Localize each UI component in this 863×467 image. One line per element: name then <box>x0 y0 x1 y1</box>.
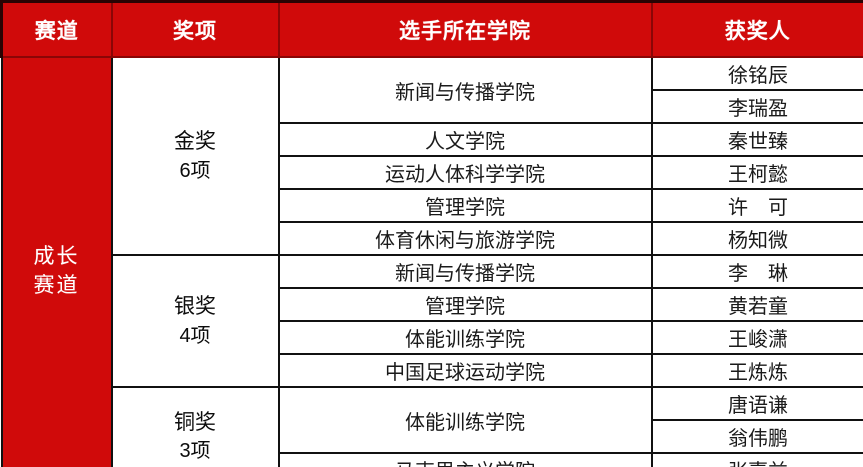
table-row: 体能训练学院 王峻潇 <box>2 320 863 355</box>
college-cell: 管理学院 <box>277 287 653 322</box>
track-label-line1: 成长 <box>33 245 80 269</box>
award-name-gold: 金奖 <box>174 130 216 154</box>
winner-cell: 秦世臻 <box>650 122 863 157</box>
winner-cell: 许 可 <box>650 188 863 223</box>
track-label-line2: 赛道 <box>33 273 80 297</box>
winner-cell: 翁伟鹏 <box>650 419 863 454</box>
table-row: 成长 赛道 金奖 6项 新闻与传播学院 徐铭辰 <box>0 56 863 467</box>
college-cell: 体能训练学院 <box>277 320 653 355</box>
college-cell: 体能训练学院 <box>277 386 653 454</box>
table-row: 运动人体科学学院 王柯懿 <box>2 155 863 190</box>
college-cell: 体育休闲与旅游学院 <box>277 221 653 256</box>
column-header-award: 奖项 <box>110 0 280 58</box>
award-count-bronze: 3项 <box>179 440 211 463</box>
table-row: 李瑞盈 <box>2 89 863 124</box>
college-cell: 中国足球运动学院 <box>277 353 653 388</box>
table-header-row: 赛道 奖项 选手所在学院 获奖人 <box>0 0 863 58</box>
winner-cell: 王柯懿 <box>650 155 863 190</box>
winner-cell: 黄若童 <box>650 287 863 322</box>
column-header-track: 赛道 <box>0 0 113 58</box>
award-count-silver: 4项 <box>179 324 211 347</box>
award-count-gold: 6项 <box>179 159 211 182</box>
award-cell-silver: 银奖 4项 <box>110 254 280 388</box>
award-cell-bronze: 铜奖 3项 <box>110 386 280 467</box>
winner-cell: 唐语谦 <box>650 386 863 421</box>
column-header-winner: 获奖人 <box>650 0 863 58</box>
award-name-silver: 银奖 <box>174 295 216 319</box>
college-cell: 人文学院 <box>277 122 653 157</box>
table-row: 翁伟鹏 <box>2 419 863 454</box>
winner-cell: 杨知微 <box>650 221 863 256</box>
track-cell: 成长 赛道 <box>0 56 113 467</box>
winner-cell: 李瑞盈 <box>650 89 863 124</box>
winner-cell: 王峻潇 <box>650 320 863 355</box>
winner-cell: 张嘉益 <box>650 452 863 467</box>
college-cell: 管理学院 <box>277 188 653 223</box>
table-row: 铜奖 3项 体能训练学院 唐语谦 <box>2 386 863 467</box>
college-cell: 新闻与传播学院 <box>277 56 653 124</box>
award-cell-gold: 金奖 6项 <box>110 56 280 256</box>
winner-cell: 徐铭辰 <box>650 56 863 91</box>
college-cell: 新闻与传播学院 <box>277 254 653 289</box>
table-row: 管理学院 黄若童 <box>2 287 863 322</box>
award-name-bronze: 铜奖 <box>174 411 216 435</box>
table-row: 中国足球运动学院 王炼炼 <box>2 353 863 388</box>
winner-cell: 王炼炼 <box>650 353 863 388</box>
winner-cell: 李 琳 <box>650 254 863 289</box>
table-row: 银奖 4项 新闻与传播学院 李 琳 <box>2 254 863 388</box>
table-row: 体育休闲与旅游学院 杨知微 <box>2 221 863 256</box>
column-header-college: 选手所在学院 <box>277 0 653 58</box>
table-row: 管理学院 许 可 <box>2 188 863 223</box>
college-cell: 运动人体科学学院 <box>277 155 653 190</box>
table-row: 马克思主义学院 张嘉益 <box>2 452 863 467</box>
college-cell: 马克思主义学院 <box>277 452 653 467</box>
